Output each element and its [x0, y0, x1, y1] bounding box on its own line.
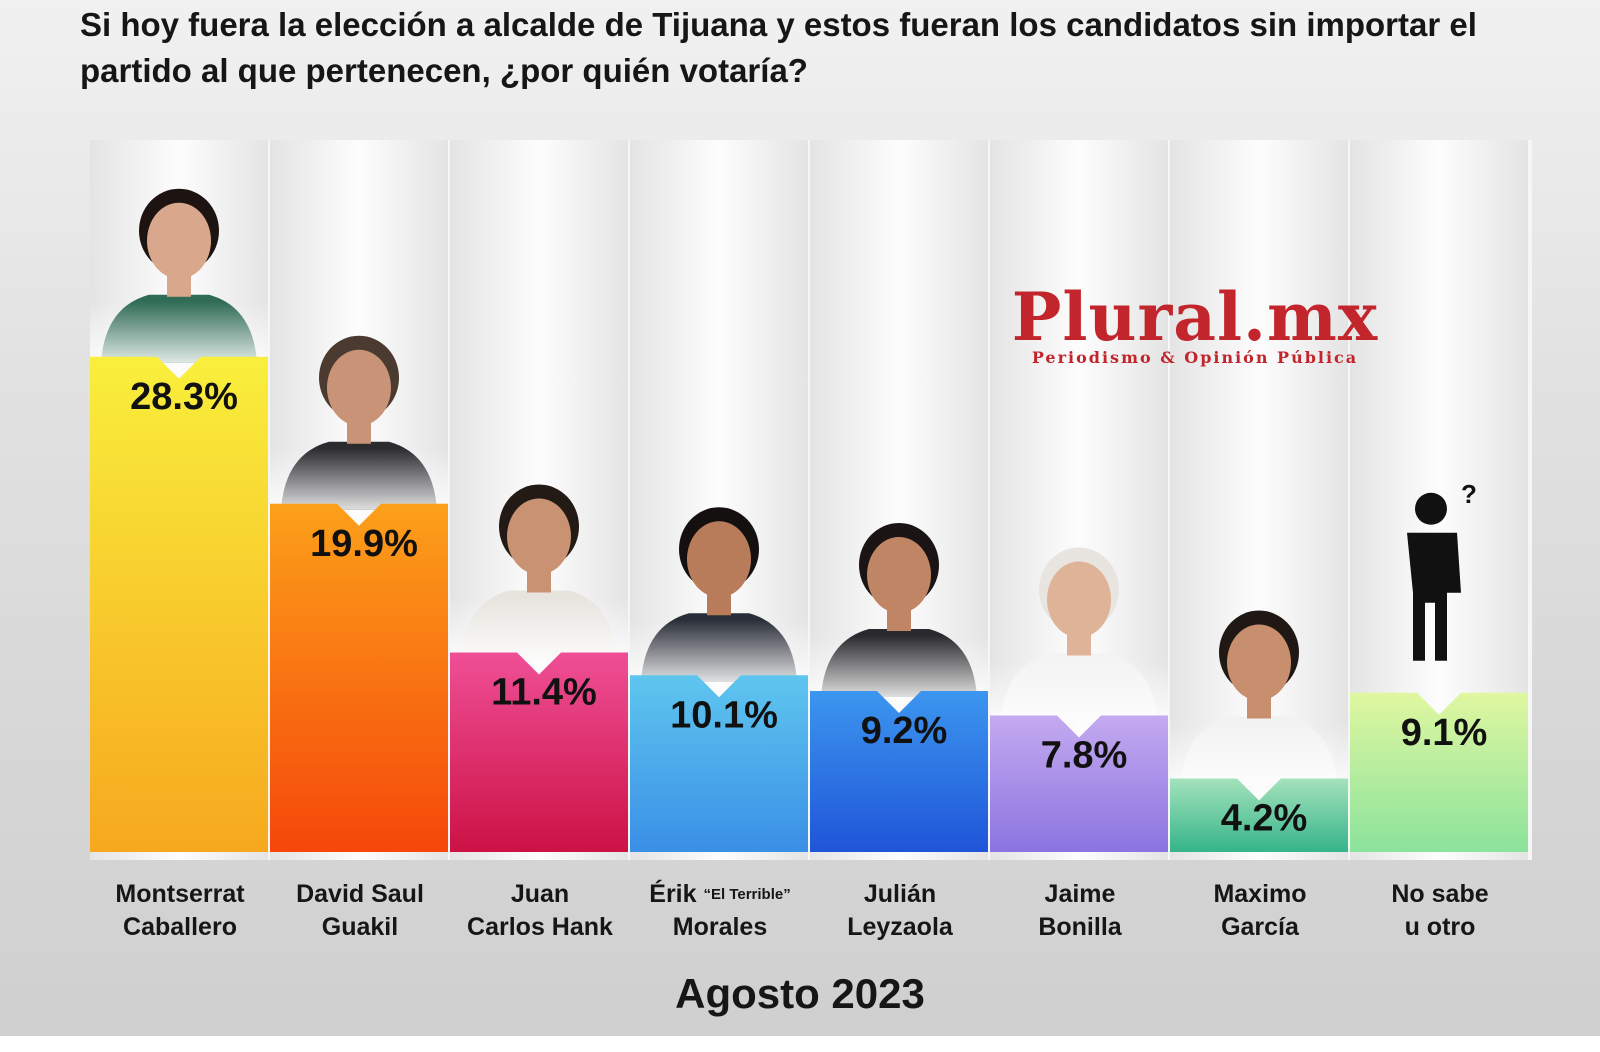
value-label: 4.2%	[1221, 798, 1308, 840]
category-label-line: David Saul	[296, 880, 424, 908]
photo-fade	[990, 545, 1168, 722]
value-label: 9.1%	[1401, 712, 1488, 754]
value-label: 10.1%	[670, 694, 778, 736]
category-label: David Saul Guakil	[270, 860, 450, 978]
category-label-line: Julián	[863, 880, 937, 908]
category-label: No sabe u otro	[1350, 860, 1530, 978]
pluralmx-logo: Plural.mx Periodismo & Opinión Pública	[1005, 282, 1385, 367]
thinking-person-icon: ?	[1407, 479, 1477, 661]
photo-fade	[810, 521, 988, 697]
bars	[90, 356, 1528, 852]
category-label-line: Montserrat	[115, 880, 245, 908]
category-label: Jaime Bonilla	[990, 860, 1170, 978]
category-label: Julián Leyzaola	[810, 860, 990, 978]
category-label-line: Juan	[510, 880, 570, 908]
bar	[810, 691, 988, 852]
category-label-line: Leyzaola	[847, 913, 953, 941]
category-label-line: No sabe	[1391, 880, 1489, 908]
survey-date: Agosto 2023	[675, 970, 925, 1017]
bottom-strip	[0, 1036, 1600, 1052]
category-label-line: u otro	[1404, 913, 1476, 941]
bar	[1350, 692, 1528, 852]
bar-chart: ? 28.3% 19.9% 11.4% 10.1% 9.2% 7.8% 4.2% 9.1%	[90, 140, 1532, 860]
candidate-photos: ?	[90, 186, 1477, 785]
category-label-line: García	[1221, 913, 1299, 941]
category-label: Juan Carlos Hank	[450, 860, 630, 978]
value-labels: 28.3% 19.9% 11.4% 10.1% 9.2% 7.8% 4.2% 9.1%	[130, 376, 1487, 840]
candidate-photo	[990, 545, 1168, 722]
category-label-line: Carlos Hank	[467, 913, 613, 941]
icon-head	[1415, 492, 1447, 525]
bar	[450, 652, 628, 852]
category-label-line: Maximo	[1213, 880, 1307, 908]
category-label-line: Bonilla	[1038, 913, 1122, 941]
photo-fade	[630, 505, 808, 682]
category-label-line: Guakil	[321, 913, 399, 941]
value-label: 28.3%	[130, 376, 238, 418]
value-label: 19.9%	[310, 523, 418, 565]
bar	[90, 356, 268, 852]
chart-title: Si hoy fuera la elección a alcalde de Ti…	[80, 6, 1477, 89]
logo-wordmark: Plural.mx	[1011, 278, 1379, 356]
candidate-photo	[270, 333, 448, 510]
category-labels: Montserrat Caballero David Saul Guakil J…	[90, 860, 1532, 978]
value-label: 9.2%	[861, 710, 948, 752]
icon-body	[1407, 532, 1461, 661]
bar	[630, 675, 808, 852]
category-label: Maximo García	[1170, 860, 1350, 978]
icon-question-mark: ?	[1461, 479, 1477, 509]
value-label: 11.4%	[491, 672, 597, 714]
photo-fade	[90, 186, 268, 363]
candidate-photo	[630, 505, 808, 682]
candidate-photo	[1170, 608, 1348, 785]
photo-fade	[450, 482, 628, 659]
candidate-photo	[450, 482, 628, 659]
category-label: Érik “El Terrible” Morales	[630, 860, 810, 978]
category-label: Montserrat Caballero	[90, 860, 270, 978]
value-label: 7.8%	[1041, 735, 1128, 777]
category-label-line: Jaime	[1044, 880, 1116, 908]
bar	[270, 503, 448, 852]
category-label-line: Morales	[672, 913, 768, 941]
candidate-photo	[90, 186, 268, 363]
bar	[990, 715, 1168, 852]
logo-tagline: Periodismo & Opinión Pública	[1031, 348, 1359, 367]
candidate-photo	[810, 521, 988, 697]
category-label-line: Érik	[649, 880, 697, 908]
photo-fade	[270, 333, 448, 510]
photo-fade	[1170, 608, 1348, 785]
category-label-line: Caballero	[123, 913, 237, 941]
bar	[1170, 778, 1348, 852]
category-label-nickname: “El Terrible”	[703, 886, 791, 903]
